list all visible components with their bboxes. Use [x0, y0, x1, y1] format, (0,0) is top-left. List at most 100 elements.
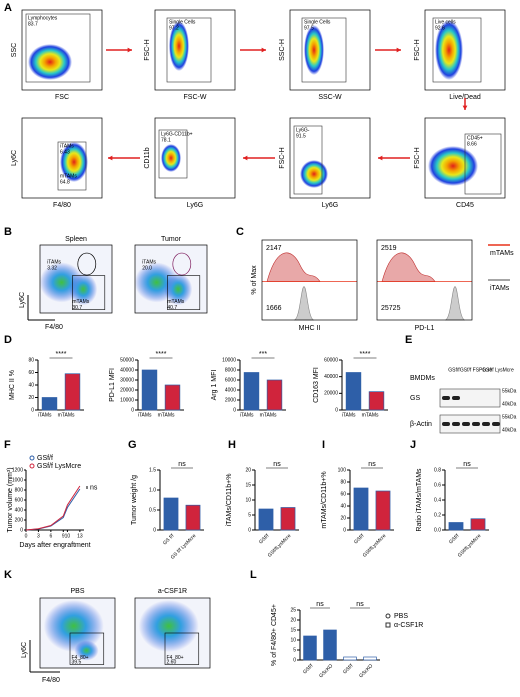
gate-name: mTAMs [167, 299, 184, 305]
panel-label: K [4, 569, 12, 581]
x-axis-label: PD-L1 [415, 325, 435, 332]
panel-label: I [322, 439, 325, 451]
panel-label: A [4, 2, 12, 14]
panel-label: G [128, 439, 137, 451]
hist-top-value: 2519 [381, 245, 397, 252]
legend-label: mTAMs [490, 250, 514, 257]
kda-label: 55kDa [502, 388, 517, 394]
hist-bottom-value: 1666 [266, 305, 282, 312]
gate-name: iTAMs [60, 143, 74, 149]
density-blob [74, 640, 99, 661]
y-tick-label: 60000 [324, 357, 338, 363]
y-axis-label: MHC II % [9, 370, 16, 400]
arrow-head [462, 105, 468, 110]
gate-name: F4_80+ [167, 655, 184, 661]
y-tick-label: 0.4 [434, 497, 441, 503]
significance: **** [360, 351, 371, 358]
bar [163, 497, 179, 531]
density-blob [60, 142, 88, 182]
kda-label: 40kDa [502, 401, 517, 407]
y-tick-label: 1000 [12, 477, 23, 483]
blot-title: BMDMs [410, 375, 435, 382]
bar [353, 487, 369, 531]
legend-marker [29, 463, 35, 469]
gate-value: 91.5 [296, 133, 306, 139]
x-tick-label: 9 [62, 533, 65, 539]
density-blob [69, 273, 98, 306]
bar [345, 372, 362, 411]
x-tick-label: mTAMs [362, 412, 379, 418]
y-tick-label: 800 [15, 487, 24, 493]
x-tick-label: 3 [37, 533, 40, 539]
density-blob [138, 600, 199, 652]
y-axis-label: FSC-H [414, 39, 421, 60]
arrow-head [378, 155, 383, 161]
y-tick-label: 0 [131, 407, 134, 413]
gate-value: 3.32 [47, 266, 57, 272]
x-tick-label: GScKO [358, 663, 374, 679]
gate-name: Ly6G-CD11b+ [161, 131, 193, 137]
x-axis-label: F4/80 [53, 202, 71, 209]
gate-name: CD45+ [467, 135, 483, 141]
bar [363, 656, 377, 661]
arrow-head [127, 47, 132, 53]
bar [448, 522, 464, 531]
y-axis-label: Tumor weight /g [131, 475, 138, 525]
x-axis-label: Live/Dead [449, 94, 481, 101]
significance: ns [463, 461, 471, 468]
y-tick-label: 4000 [225, 387, 236, 393]
band [442, 396, 450, 400]
x-tick-label: mTAMs [158, 412, 175, 418]
band [452, 422, 460, 426]
y-tick-label: 0.0 [434, 527, 441, 533]
arrow-head [396, 47, 401, 53]
x-axis-label: Ly6G [187, 202, 203, 209]
bar [368, 391, 385, 411]
gate-name: F4_80+ [72, 655, 89, 661]
gate-name: Single Cells [169, 19, 196, 25]
lane-label: GSf/f FSP1cre [460, 367, 492, 373]
y-axis-label: FSC-H [414, 147, 421, 168]
plot-frame [39, 597, 116, 669]
band [492, 422, 500, 426]
significance: ns [356, 601, 364, 608]
y-tick-label: 1.5 [149, 467, 156, 473]
x-tick-label: iTAMs [38, 412, 52, 418]
y-tick-label: 5 [248, 512, 251, 518]
gate-value: 78.1 [161, 137, 171, 143]
y-tick-label: 600 [15, 497, 24, 503]
blot-strip [439, 388, 501, 408]
significance: **** [56, 351, 67, 358]
y-axis-label: Ly6C [21, 642, 28, 658]
y-tick-label: 50000 [120, 357, 134, 363]
x-tick-label: GSf/f [258, 533, 271, 546]
gate [158, 129, 188, 179]
y-tick-label: 40000 [120, 367, 134, 373]
kda-label: 55kDa [502, 414, 517, 420]
y-tick-label: 10000 [120, 397, 134, 403]
y-tick-label: 30000 [120, 377, 134, 383]
y-tick-label: 60 [28, 370, 34, 376]
y-tick-label: 8000 [225, 367, 236, 373]
plot-frame [154, 117, 236, 199]
y-tick-label: 0.8 [434, 467, 441, 473]
significance: ns [90, 484, 98, 491]
y-tick-label: 10 [245, 497, 251, 503]
plot-frame [289, 9, 371, 91]
gate [172, 252, 192, 276]
panel-label: F [4, 439, 11, 451]
y-axis-label: Ratio iTAMs/mTAMs [416, 468, 423, 532]
y-axis-label: % of Max [251, 265, 258, 295]
x-tick-label: mTAMs [260, 412, 277, 418]
significance: ns [368, 461, 376, 468]
x-axis-label: CD45 [456, 202, 474, 209]
band [482, 422, 490, 426]
gate-value: 8.66 [467, 141, 477, 147]
bar [280, 507, 296, 531]
density-blob [435, 20, 463, 80]
histogram-top [381, 252, 436, 282]
arrow-head [108, 155, 113, 161]
y-tick-label: 15 [245, 482, 251, 488]
y-tick-label: 5 [293, 647, 296, 653]
